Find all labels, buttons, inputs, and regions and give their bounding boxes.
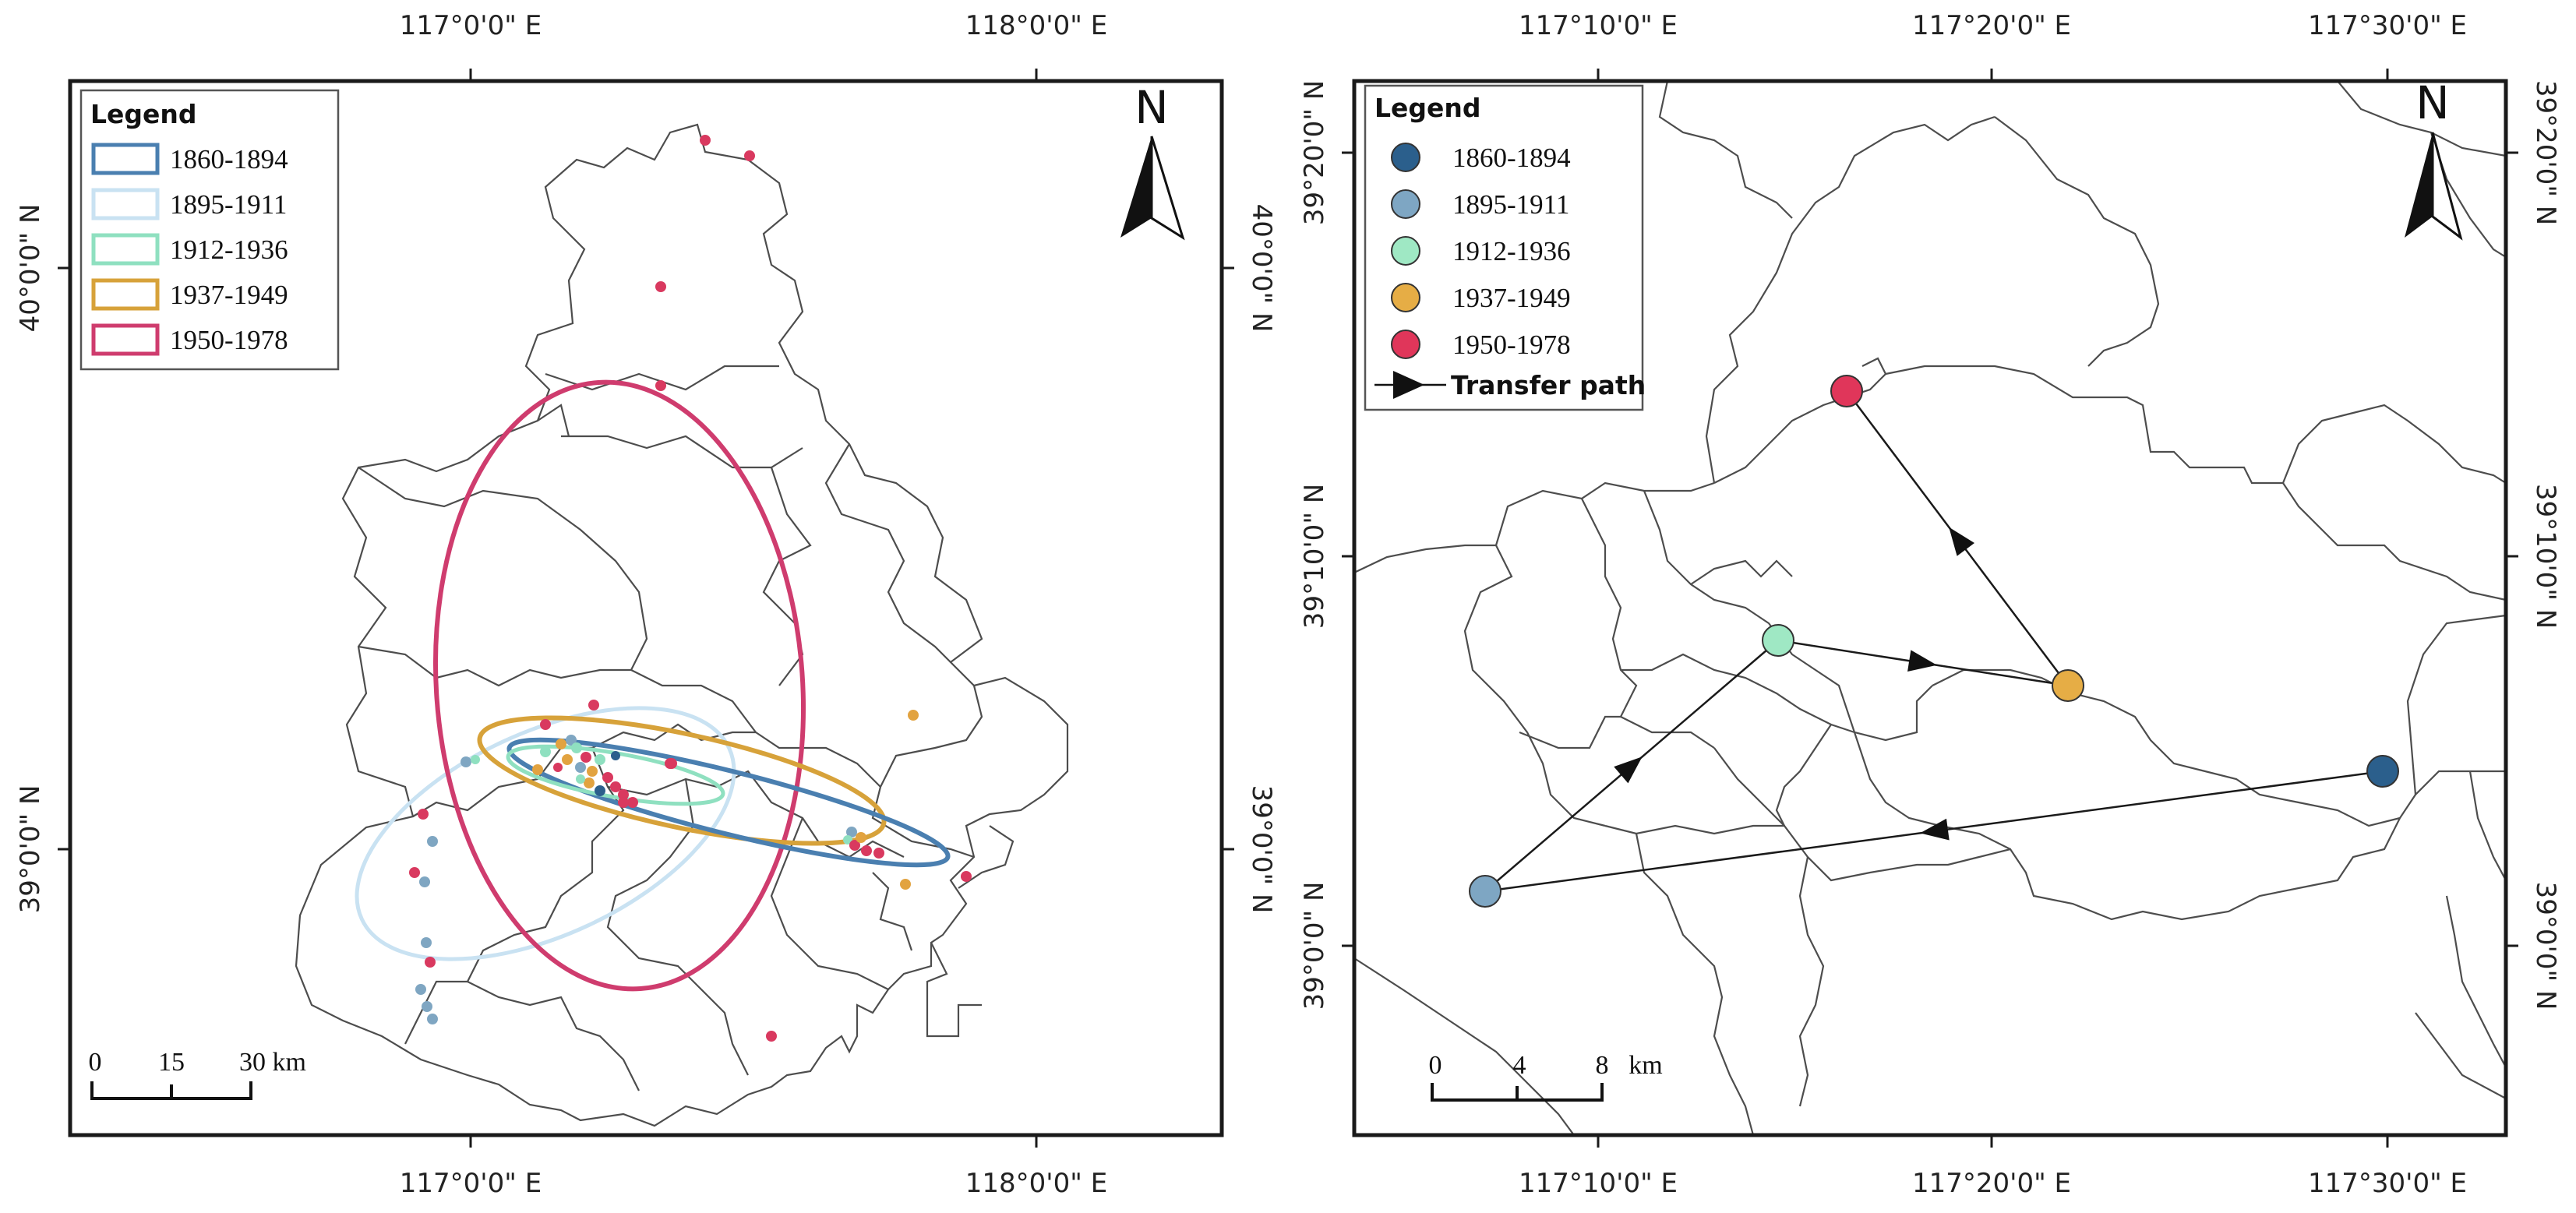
legend-swatch-1912-1936 (91, 233, 160, 266)
right-legend-item-2: 1895-1911 (1452, 189, 1569, 220)
tianjin-district-boundaries (295, 123, 1069, 1127)
left-legend: Legend 1860-1894 1895-1911 1912-1936 193… (79, 89, 340, 371)
ellipse-1895-1911 (355, 706, 736, 961)
left-top-tick-2: 118°0'0" E (965, 10, 1107, 41)
ellipse-1860-1894 (506, 737, 951, 868)
left-graticule-ticks (58, 69, 1234, 1148)
right-top-tick-1: 117°10'0" E (1519, 10, 1678, 41)
center-1912-1936 (1762, 624, 1794, 657)
right-map-panel: 117°10'0" E 117°20'0" E 117°30'0" E 117°… (1299, 10, 2561, 1199)
left-legend-item-2: 1895-1911 (170, 189, 287, 220)
site-points (409, 135, 972, 1042)
legend-swatch-1860-1894 (91, 143, 160, 175)
ellipse-1950-1978 (432, 379, 806, 992)
legend-marker-1937-1949 (1391, 283, 1420, 312)
right-district-boundaries (1354, 81, 2506, 1135)
right-scale-8: 8 (1596, 1051, 1609, 1080)
right-legend-item-3: 1912-1936 (1452, 236, 1571, 266)
left-legend-title: Legend (90, 99, 197, 129)
legend-marker-1895-1911 (1391, 189, 1420, 219)
left-bottom-tick-1: 117°0'0" E (400, 1168, 542, 1199)
center-1937-1949 (2052, 669, 2084, 702)
right-map-frame (1352, 79, 2508, 1137)
left-bottom-tick-2: 118°0'0" E (965, 1168, 1107, 1199)
left-legend-item-1: 1860-1894 (170, 144, 288, 175)
center-points (1469, 375, 2399, 908)
left-left-tick-2: 39°0'0" N (15, 785, 46, 914)
legend-marker-1950-1978 (1391, 330, 1420, 359)
right-north-label: N (2415, 76, 2449, 129)
left-scale-bar: 0 15 30 km (89, 1048, 306, 1100)
right-bottom-tick-3: 117°30'0" E (2308, 1168, 2467, 1199)
right-legend-item-1: 1860-1894 (1452, 143, 1571, 173)
right-scale-0: 0 (1429, 1051, 1442, 1080)
right-scale-bar: 0 4 8 km (1429, 1051, 1663, 1102)
center-1895-1911 (1469, 875, 1501, 908)
right-scale-km: km (1629, 1051, 1662, 1080)
transfer-path (1484, 390, 2384, 893)
left-scale-0: 0 (89, 1048, 102, 1077)
transfer-direction-arrows (1614, 527, 1975, 841)
right-left-tick-1: 39°20'0" N (1299, 80, 1330, 225)
legend-swatch-1895-1911 (91, 188, 160, 220)
left-right-tick-1: 40°0'0" N (1246, 204, 1277, 333)
legend-swatch-1950-1978 (91, 323, 160, 356)
right-bottom-tick-1: 117°10'0" E (1519, 1168, 1678, 1199)
right-graticule-ticks (1342, 69, 2518, 1148)
right-legend-item-5: 1950-1978 (1452, 330, 1571, 360)
center-1950-1978 (1830, 375, 1863, 407)
right-north-arrow-icon: N (2405, 76, 2463, 241)
left-map-panel: 117°0'0" E 118°0'0" E 117°0'0" E 118°0'0… (15, 10, 1277, 1199)
left-scale-15: 15 (158, 1048, 185, 1077)
legend-marker-1860-1894 (1391, 143, 1420, 172)
ellipse-1937-1949 (477, 715, 887, 846)
right-legend-title: Legend (1374, 93, 1481, 123)
legend-swatch-1937-1949 (91, 278, 160, 311)
left-right-tick-2: 39°0'0" N (1246, 785, 1277, 914)
legend-transfer-arrow-icon (1393, 371, 1424, 399)
left-north-label: N (1134, 81, 1168, 134)
standard-deviation-ellipses (355, 379, 951, 992)
left-top-tick-1: 117°0'0" E (400, 10, 542, 41)
right-right-tick-3: 39°0'0" N (2530, 882, 2561, 1010)
left-legend-item-3: 1912-1936 (170, 234, 288, 265)
right-legend-path-label: Transfer path (1451, 370, 1646, 400)
left-map-frame (68, 79, 1224, 1137)
left-left-tick-1: 40°0'0" N (15, 204, 46, 333)
right-legend: Legend 1860-1894 1895-1911 1912-1936 193… (1364, 84, 1646, 411)
right-right-tick-2: 39°10'0" N (2530, 484, 2561, 629)
right-left-tick-2: 39°10'0" N (1299, 484, 1330, 629)
right-left-tick-3: 39°0'0" N (1299, 882, 1330, 1010)
left-legend-item-5: 1950-1978 (170, 325, 288, 355)
right-top-tick-2: 117°20'0" E (1912, 10, 2071, 41)
right-right-tick-1: 39°20'0" N (2530, 80, 2561, 225)
left-legend-item-4: 1937-1949 (170, 280, 288, 310)
right-legend-item-4: 1937-1949 (1452, 283, 1571, 313)
right-scale-4: 4 (1513, 1051, 1526, 1080)
right-top-tick-3: 117°30'0" E (2308, 10, 2467, 41)
center-1860-1894 (2366, 755, 2399, 788)
left-north-arrow-icon: N (1120, 81, 1185, 241)
right-bottom-tick-2: 117°20'0" E (1912, 1168, 2071, 1199)
legend-marker-1912-1936 (1391, 236, 1420, 266)
left-scale-30km: 30 km (239, 1048, 306, 1077)
